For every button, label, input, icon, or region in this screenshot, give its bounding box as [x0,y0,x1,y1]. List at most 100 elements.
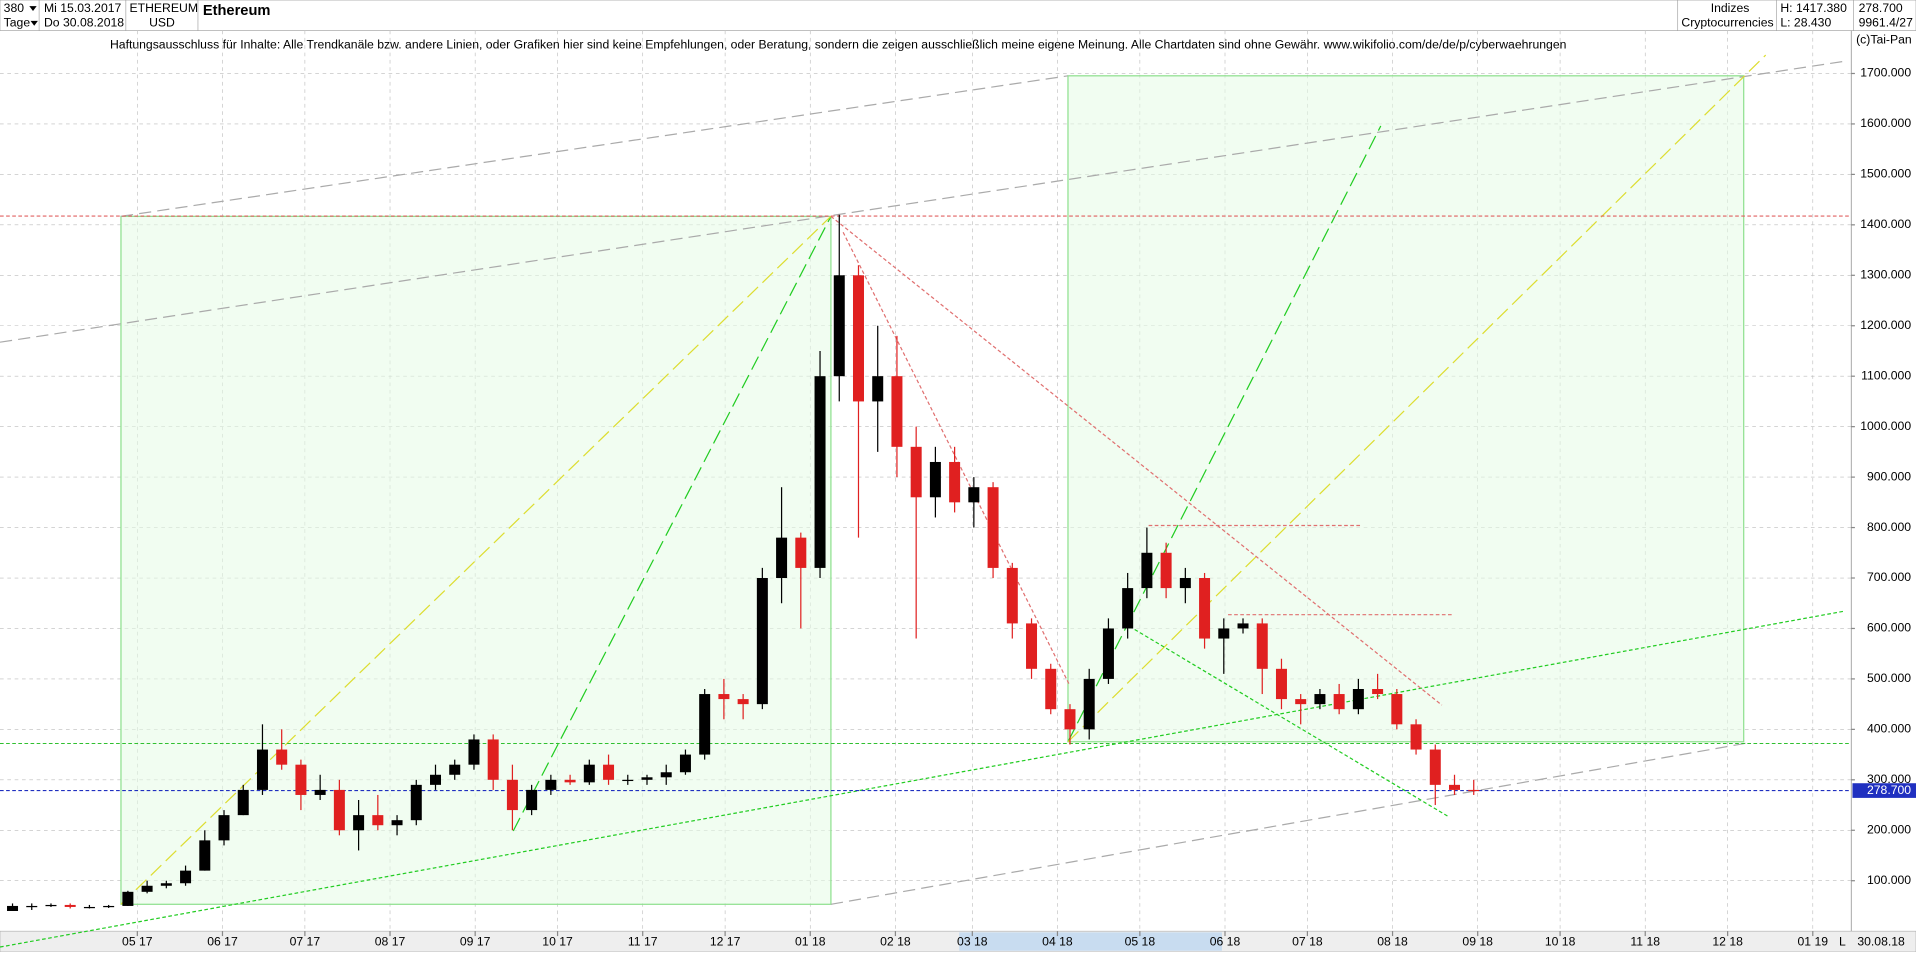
y-tick-label: 200.000 [1867,822,1911,836]
candle-body [718,694,730,700]
x-tick-label: 01 19 [1798,934,1829,948]
candle-body [968,487,980,503]
candle-body [487,739,499,780]
y-tick-label: 1000.000 [1860,419,1911,433]
candle-body [353,815,365,831]
candle-body [1199,578,1211,639]
candle-body [987,487,999,568]
candle-body [660,772,672,778]
candle-body [1468,789,1480,792]
box [1067,75,1745,743]
candle-body [1102,628,1114,679]
candle-body [180,870,192,884]
candle-body [1160,552,1172,589]
x-tick-label: 08 17 [375,934,406,948]
candle-body [1314,694,1326,705]
x-tick-label: 10 18 [1545,934,1576,948]
x-tick-label: 06 18 [1210,934,1241,948]
candle-body [237,789,249,816]
candle-body [1352,689,1364,710]
candle-body [1372,689,1384,695]
trendline [1067,54,1767,743]
candle-body [776,537,788,579]
candle-body [949,461,961,503]
candle-body [526,789,538,811]
candle-body [26,905,38,908]
axis-date: 30.08.18 [1857,934,1905,948]
candle-body [1391,694,1403,725]
y-tick-label: 600.000 [1867,621,1911,635]
dropdown-arrow[interactable] [29,6,37,12]
candle-body [333,789,345,831]
candle-body [218,815,230,841]
copyright: (c)Tai-Pan [1856,33,1912,47]
interval[interactable]: Tage [4,15,31,29]
candle-body [295,764,307,795]
x-tick-label: 10 17 [542,934,573,948]
x-tick-label: 09 17 [460,934,491,948]
x-tick-label: 03 18 [957,934,988,948]
candle-body [699,694,711,755]
candle-body [814,376,826,568]
candle-body [833,275,845,377]
y-tick-label: 500.000 [1867,671,1911,685]
x-tick-label: 08 18 [1377,934,1408,948]
candle-body [545,779,557,790]
trendline [0,610,1846,948]
trendline [1123,622,1449,817]
price-tag-label: 278.700 [1867,783,1911,797]
candle-body [45,904,57,907]
x-tick-label: 12 17 [710,934,741,948]
dropdown-arrow[interactable] [30,20,38,26]
candle-body [852,275,864,402]
candle-body [468,739,480,765]
y-tick-label: 1600.000 [1860,116,1911,130]
candle-body [872,376,884,402]
candle-body [622,779,634,782]
y-tick-label: 800.000 [1867,520,1911,534]
y-tick-label: 1400.000 [1860,217,1911,231]
sector: Cryptocurrencies [1681,15,1773,29]
bars-count[interactable]: 380 [4,1,25,15]
candle-body [7,905,19,911]
y-tick-label: 700.000 [1867,570,1911,584]
candle-body [1449,784,1461,790]
candle-body [1237,623,1249,629]
mode[interactable]: L [1839,934,1846,948]
trendline [120,75,1069,217]
header: 380 Tage Mi 15.03.2017 Do 30.08.2018 ETH… [0,0,1916,31]
trendline [120,215,832,905]
header-bar [0,0,1916,31]
candle-body [910,446,922,498]
y-tick-label: 100.000 [1867,873,1911,887]
candle-body [410,784,422,821]
drawings [0,54,1846,948]
candle-body [1122,588,1134,629]
y-tick-label: 1500.000 [1860,167,1911,181]
time-selection[interactable] [959,932,1222,951]
trendline [830,215,1443,706]
candle-body [506,779,518,811]
x-tick-label: 07 18 [1292,934,1323,948]
candle-body [891,376,903,447]
candle-body [64,904,76,907]
candle-body [929,461,941,498]
y-tick-label: 400.000 [1867,722,1911,736]
candle-body [1179,578,1191,589]
candle-body [679,754,691,773]
y-tick-label: 1300.000 [1860,268,1911,282]
candle-body [276,749,288,765]
x-tick-label: 09 18 [1462,934,1493,948]
group: Indizes [1711,1,1750,15]
x-tick-label: 05 18 [1125,934,1156,948]
marks [0,214,1852,911]
x-tick-label: 05 17 [122,934,153,948]
x-tick-label: 06 17 [207,934,238,948]
candle-body [141,885,153,892]
x-tick-label: 01 18 [795,934,826,948]
volume: 9961.4/27 [1859,15,1914,29]
candle-body [430,774,442,785]
candle-body [103,905,115,908]
x-tick-label: 11 17 [628,934,658,948]
